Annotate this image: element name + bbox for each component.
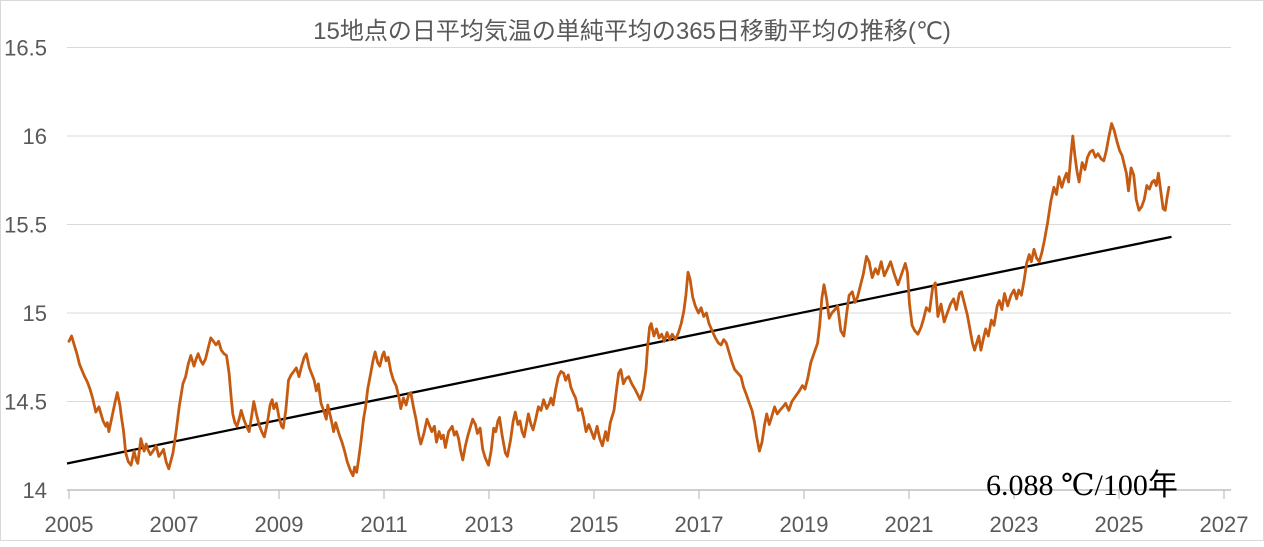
x-tick-label: 2015	[570, 512, 619, 537]
x-tick-label: 2025	[1095, 512, 1144, 537]
x-tick-label: 2019	[780, 512, 829, 537]
trend-line	[66, 235, 1172, 465]
chart-title: 15地点の日平均気温の単純平均の365日移動平均の推移(℃)	[313, 18, 951, 45]
y-tick-label: 16	[23, 124, 47, 149]
x-tick-label: 2017	[675, 512, 724, 537]
x-tick-label: 2011	[360, 512, 407, 537]
x-tick-label: 2009	[255, 512, 304, 537]
y-tick-label: 15	[23, 301, 47, 326]
trend-annotation: 6.088 ℃/100年	[986, 469, 1178, 502]
x-tick-label: 2023	[990, 512, 1039, 537]
x-tick-label: 2027	[1200, 512, 1249, 537]
x-tick-label: 2007	[150, 512, 199, 537]
y-tick-label: 14	[23, 478, 47, 503]
y-tick-label: 16.5	[4, 36, 47, 61]
x-tick-label: 2005	[45, 512, 94, 537]
temperature-series-line	[67, 122, 1171, 478]
y-tick-label: 14.5	[4, 390, 47, 415]
y-tick-label: 15.5	[4, 213, 47, 238]
x-tick-label: 2021	[885, 512, 934, 537]
x-tick-label: 2013	[465, 512, 514, 537]
